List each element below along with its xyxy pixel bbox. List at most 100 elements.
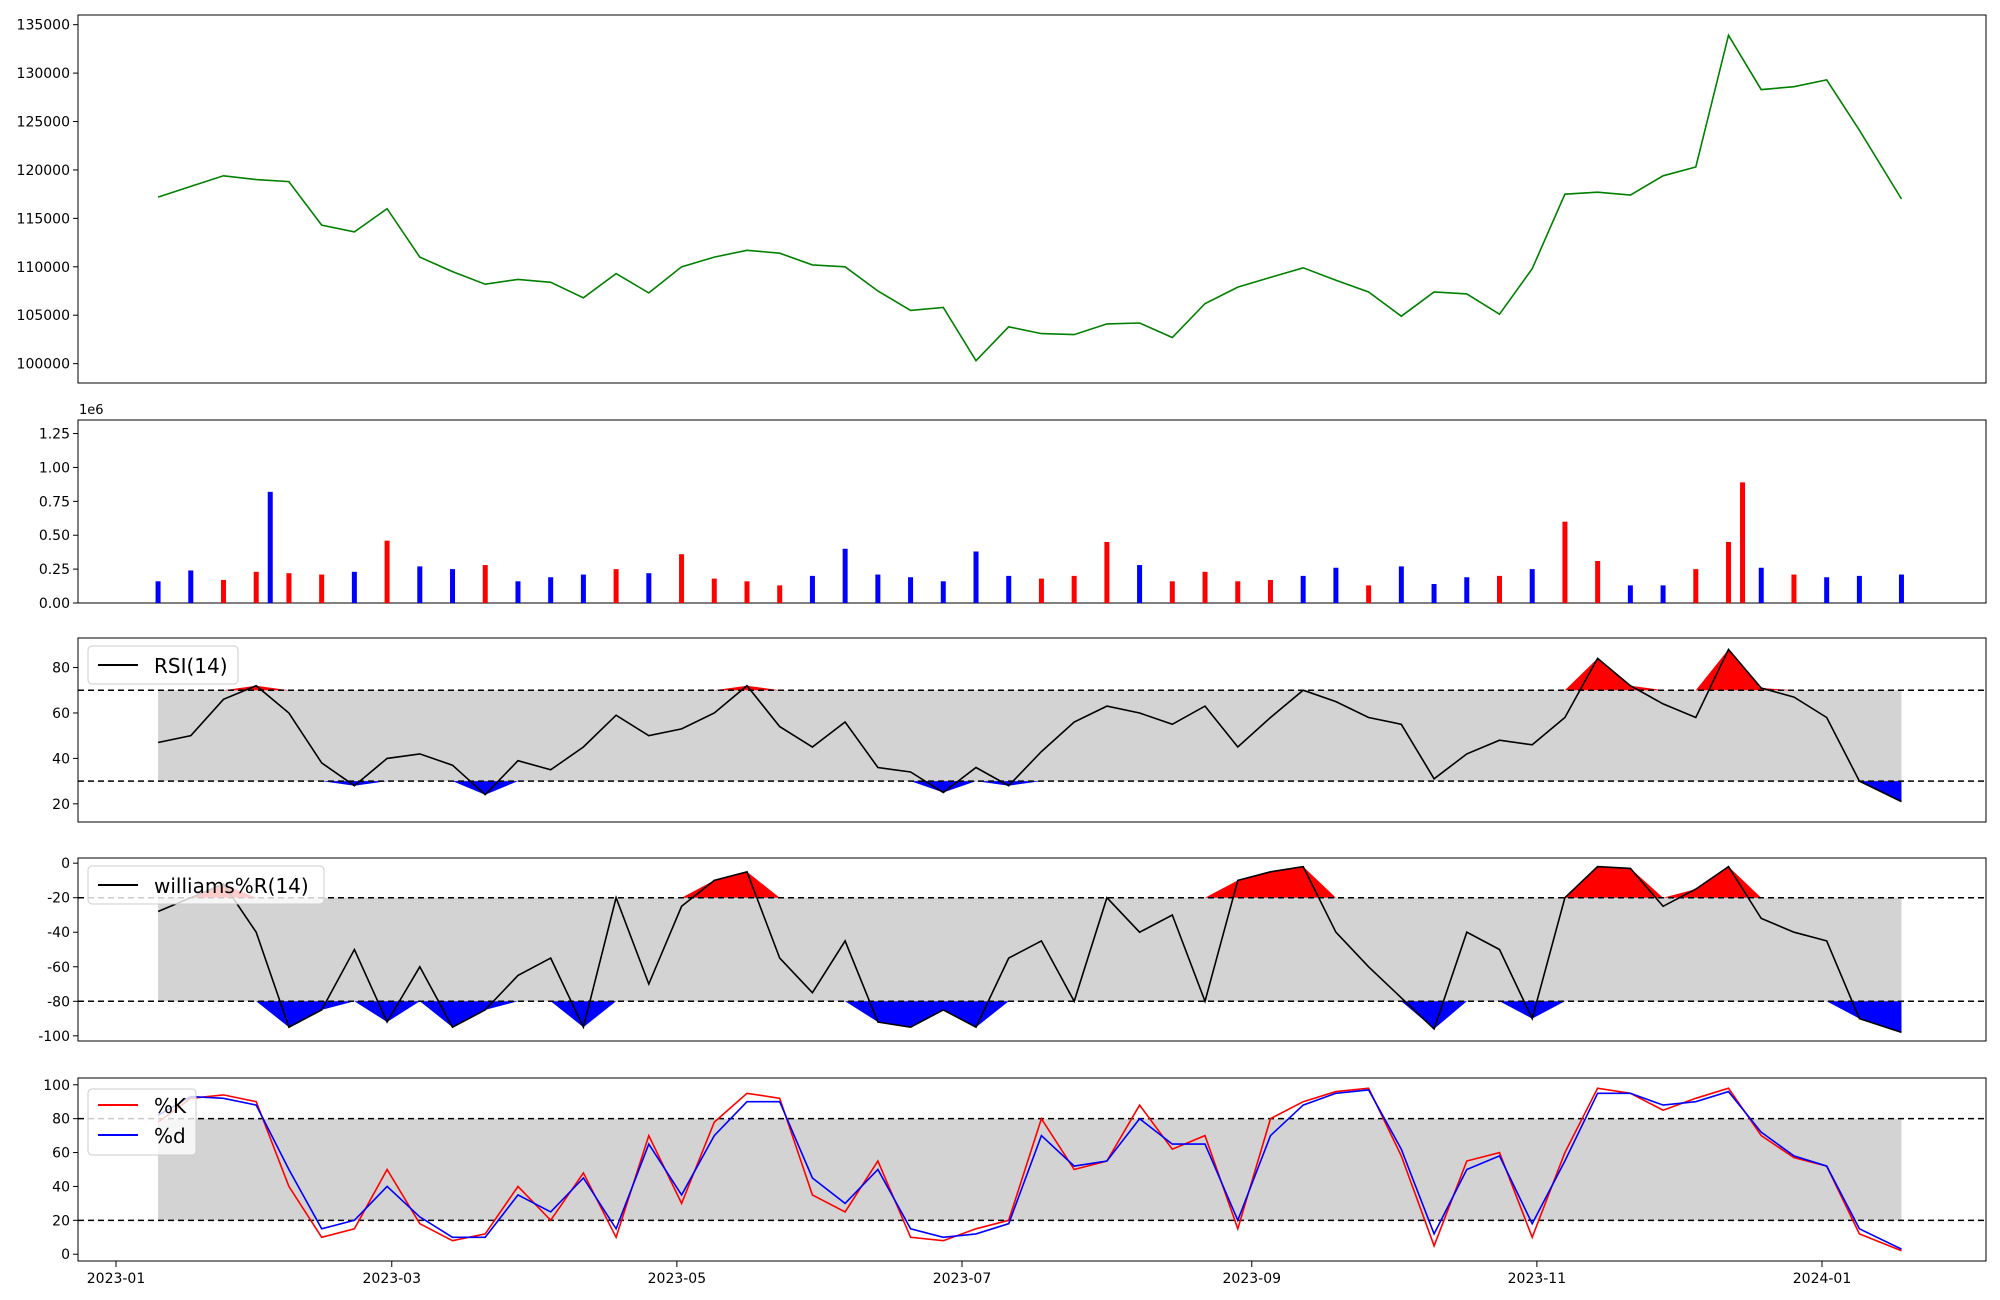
price-ytick-label: 125000	[17, 115, 70, 131]
williams-ytick-label: -20	[47, 891, 70, 907]
williams-legend: williams%R(14)	[87, 865, 325, 905]
price-ytick-label: 130000	[17, 66, 70, 82]
price-ytick-label: 120000	[17, 163, 70, 179]
volume-bar	[1496, 575, 1502, 603]
williams-ytick-label: -60	[47, 960, 70, 976]
volume-bar	[973, 551, 979, 603]
volume-bar	[1791, 574, 1797, 603]
volume-bar	[1464, 577, 1470, 603]
volume-ytick-label: 1.25	[39, 427, 70, 443]
volume-bar	[351, 571, 357, 603]
price-ytick-label: 110000	[17, 260, 70, 276]
williams-legend-box	[87, 865, 325, 905]
stochastic-panel: 0 20 40 60 80 100 2023-01 2023-03 2023-05 2023-07…	[43, 1077, 1987, 1287]
stoch-k-line	[157, 1087, 1902, 1252]
x-tick-label: 2023-07	[933, 1271, 992, 1287]
volume-bar	[1562, 521, 1568, 603]
williams-ytick-label: 0	[61, 856, 70, 872]
volume-bar	[711, 578, 717, 603]
volume-bar	[267, 491, 273, 603]
volume-bar	[1333, 567, 1339, 603]
price-panel: 100000 105000 110000 115000 120000 125000 1300…	[17, 14, 1987, 384]
volume-bar	[580, 574, 586, 603]
stoch-legend: %K %d	[87, 1088, 197, 1156]
williams-line	[157, 865, 1902, 1034]
volume-ytick-label: 0.75	[39, 494, 70, 510]
volume-bar	[286, 573, 292, 603]
stoch-legend-k-label: %K	[154, 1094, 187, 1118]
x-tick-label: 2023-09	[1223, 1271, 1282, 1287]
volume-bar	[1726, 542, 1732, 603]
williams-oversold-area	[158, 1001, 1902, 1033]
rsi-legend-label: RSI(14)	[154, 654, 228, 678]
stoch-d-line	[157, 1089, 1902, 1250]
williams-band-fill	[158, 897, 1902, 1002]
volume-bar	[1300, 575, 1306, 603]
price-ytick-label: 105000	[17, 308, 70, 324]
williams-legend-label: williams%R(14)	[154, 874, 309, 898]
volume-bar	[188, 570, 194, 603]
volume-panel: 0.00 0.25 0.50 0.75 1.00 1.25	[39, 419, 1987, 612]
williams-ytick-label: -80	[47, 994, 70, 1010]
x-tick-label: 2023-11	[1508, 1271, 1567, 1287]
volume-bar	[1398, 566, 1404, 603]
volume-bar	[842, 548, 848, 603]
volume-bar	[1169, 581, 1175, 603]
volume-bar	[384, 540, 390, 603]
stoch-ytick-label: 0	[61, 1247, 70, 1263]
volume-bar	[679, 554, 685, 603]
volume-bar	[1529, 569, 1535, 603]
x-tick-label: 2024-01	[1793, 1271, 1852, 1287]
volume-bar	[1824, 577, 1830, 603]
volume-bar	[417, 566, 423, 603]
volume-ytick-label: 0.50	[39, 528, 70, 544]
volume-bar	[548, 577, 554, 603]
rsi-ytick-label: 80	[52, 661, 70, 677]
volume-bar	[1431, 584, 1437, 603]
volume-bar	[1137, 565, 1143, 603]
volume-bar	[1660, 585, 1666, 603]
stoch-legend-d-label: %d	[154, 1124, 186, 1148]
volume-ytick-label: 1.00	[39, 460, 70, 476]
volume-bar	[1267, 579, 1273, 603]
williams-ytick-label: -100	[38, 1029, 70, 1045]
price-ytick-label: 115000	[17, 211, 70, 227]
stoch-ytick-label: 40	[52, 1179, 70, 1195]
price-line	[157, 33, 1903, 362]
stoch-ytick-label: 80	[52, 1112, 70, 1128]
volume-bar	[875, 574, 881, 603]
rsi-ytick-label: 40	[52, 751, 70, 767]
volume-bar	[1898, 574, 1904, 603]
volume-bar	[155, 581, 161, 603]
volume-bar	[1038, 578, 1044, 603]
volume-ytick-label: 0.25	[39, 562, 70, 578]
volume-bar	[450, 569, 456, 603]
volume-bar	[613, 569, 619, 603]
volume-bar	[1071, 575, 1077, 603]
volume-offset-label: 1e6	[79, 403, 104, 418]
volume-bar	[777, 585, 783, 603]
volume-bar	[1627, 585, 1633, 603]
williams-ytick-label: -40	[47, 925, 70, 941]
price-ytick-label: 135000	[17, 18, 70, 34]
volume-frame	[77, 419, 1987, 604]
volume-bar	[253, 571, 259, 603]
rsi-legend: RSI(14)	[87, 645, 239, 685]
volume-bar	[1235, 581, 1241, 603]
volume-bar	[646, 573, 652, 603]
price-frame	[77, 14, 1987, 384]
rsi-ytick-label: 60	[52, 706, 70, 722]
stoch-band-fill	[158, 1118, 1902, 1221]
volume-bar	[1740, 482, 1746, 603]
rsi-ytick-label: 20	[52, 797, 70, 813]
stoch-ytick-label: 60	[52, 1146, 70, 1162]
volume-bar	[908, 577, 914, 603]
x-tick-label: 2023-01	[87, 1271, 146, 1287]
williams-overbought-area	[158, 866, 1902, 898]
volume-bar	[809, 575, 815, 603]
rsi-legend-box	[87, 645, 239, 685]
volume-bar	[1006, 575, 1012, 603]
volume-bar	[744, 581, 750, 603]
stoch-ytick-label: 20	[52, 1213, 70, 1229]
